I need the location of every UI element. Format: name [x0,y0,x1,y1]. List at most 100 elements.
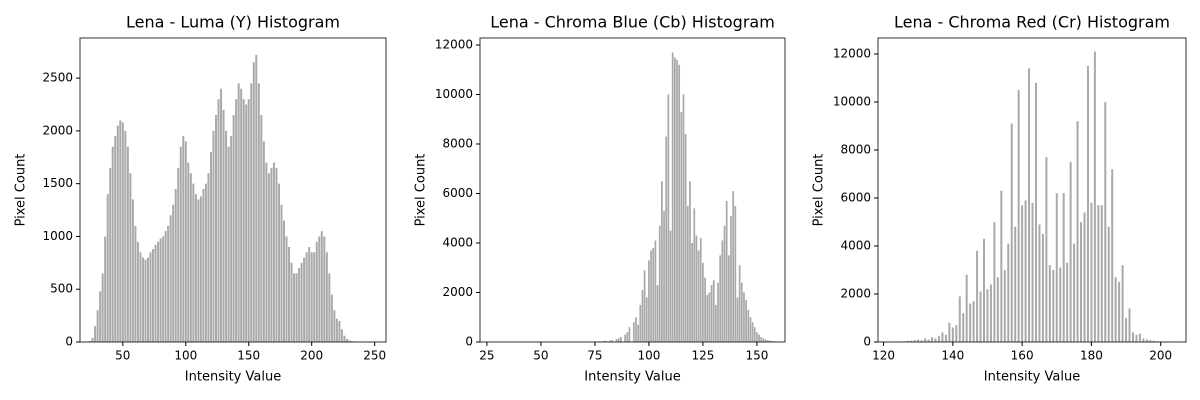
bar [643,270,646,342]
bar [225,130,228,342]
bar [1083,212,1086,342]
x-axis-label: Intensity Value [984,370,1080,385]
bar [702,262,704,342]
y-tick-label: 10000 [833,95,871,109]
y-tick-label: 0 [465,335,473,349]
bar [1024,200,1027,342]
bar [1059,267,1062,342]
bar [141,257,144,342]
bar [648,260,650,342]
bar [154,244,157,342]
bar [134,225,137,342]
bar [934,338,937,342]
bar [212,130,215,342]
bar [689,181,691,342]
bar [1028,68,1031,342]
bar [174,188,177,342]
bar [937,336,940,342]
bar [989,284,992,342]
bar [697,250,700,342]
bar [1007,243,1010,342]
x-tick-label: 160 [1011,349,1034,363]
bar [124,130,127,342]
bar [948,322,951,342]
y-tick-label: 2500 [42,71,73,85]
bar [325,252,328,342]
bar [979,291,982,342]
bar [1145,339,1148,342]
y-axis-label: Pixel Count [14,154,29,227]
bar [723,225,726,342]
bar [745,299,747,342]
bar [719,255,722,342]
bar [220,88,223,343]
bar [293,273,296,342]
bar [682,94,685,342]
bar [944,334,947,342]
bar [197,199,200,342]
bar [1149,340,1152,342]
x-tick-label: 75 [587,349,602,363]
bar [1086,66,1089,342]
bar [962,313,965,342]
bar [678,64,681,342]
bar [1131,332,1134,342]
bar [1069,162,1072,342]
y-tick-label: 0 [65,335,73,349]
bar [1055,193,1058,342]
bar [715,304,717,342]
bar [295,273,298,342]
bar [958,296,961,342]
bar [315,241,318,342]
bar [204,183,207,342]
bar [144,259,147,342]
bar [1111,169,1114,342]
bar [106,194,109,342]
bar [1135,334,1138,342]
bar [734,205,737,342]
bar [673,57,676,343]
bar [207,173,210,342]
bar [318,236,321,342]
bar [769,340,771,342]
x-tick-label: 125 [691,349,714,363]
bar [753,327,756,342]
bar [976,250,979,342]
x-tick-label: 150 [237,349,260,363]
bar [222,109,225,343]
bar [305,252,308,342]
bar [993,222,996,342]
y-tick-label: 2000 [42,123,73,137]
bar [89,340,92,342]
bar [691,243,693,342]
bar [758,334,760,342]
y-tick-label: 12000 [435,38,473,52]
bar [762,338,765,342]
bar [661,181,663,342]
bar [740,282,743,342]
bar [114,136,117,342]
bar [330,294,333,342]
bar [663,210,665,342]
bar [1152,340,1155,342]
bar [721,240,724,342]
bar [658,225,661,342]
y-tick-label: 500 [50,282,73,296]
bar [645,297,648,342]
bar [164,231,167,342]
bar [639,304,642,342]
bar [1093,51,1096,343]
bar [272,162,275,342]
bar [285,236,288,342]
bar [996,277,999,342]
bar [283,220,285,342]
bar [242,99,245,342]
bar [955,325,958,342]
bar [624,334,627,342]
bar [771,341,773,342]
bar [680,111,683,342]
bar [611,340,614,342]
bar [303,257,306,342]
bar [240,88,243,343]
x-tick-label: 100 [637,349,660,363]
